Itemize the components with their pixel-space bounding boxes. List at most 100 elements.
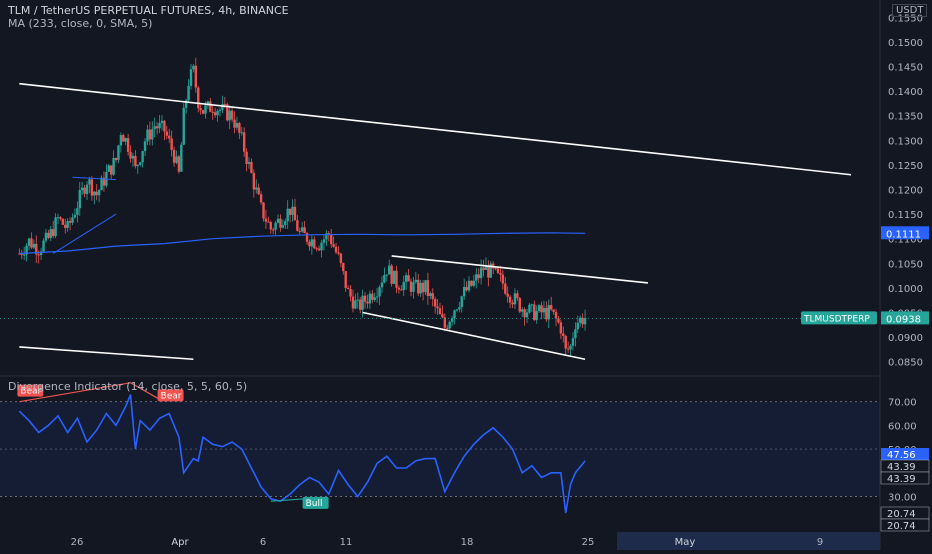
divergence-line xyxy=(19,382,131,403)
candle-body xyxy=(508,296,512,303)
candle-body xyxy=(25,245,28,255)
candle-body xyxy=(499,272,502,275)
candle-body xyxy=(506,293,509,297)
candle-body xyxy=(61,218,65,225)
trendline xyxy=(19,82,852,176)
candle-body xyxy=(284,221,287,226)
candle-body xyxy=(175,156,178,163)
last-price-tag xyxy=(881,311,929,325)
osc-value-label: 20.74 xyxy=(887,509,916,520)
candle-body xyxy=(400,289,403,291)
candle-body xyxy=(240,132,243,134)
candle-body xyxy=(545,307,548,320)
candle-body xyxy=(300,227,304,232)
candle-body xyxy=(78,190,81,209)
candle-body xyxy=(421,282,425,293)
osc-value-tag xyxy=(880,471,930,485)
time-axis-future-zone xyxy=(617,532,880,550)
divergence-line xyxy=(270,498,305,502)
candle-body xyxy=(363,295,367,302)
ma-line xyxy=(19,232,586,255)
candle-body xyxy=(245,151,248,164)
currency-badge[interactable]: USDT xyxy=(892,4,928,17)
candle-body xyxy=(489,263,492,278)
candle-body xyxy=(255,187,258,190)
candle-body xyxy=(197,87,200,109)
candle-body xyxy=(537,305,541,312)
candle-body xyxy=(155,126,159,129)
candle-body xyxy=(535,311,538,320)
candle-body xyxy=(528,304,531,313)
candle-body xyxy=(180,144,183,172)
price-tick-label: 0.1050 xyxy=(888,259,923,270)
candle-body xyxy=(131,155,135,159)
ma-value-tag xyxy=(881,226,929,240)
candle-body xyxy=(371,293,374,300)
candle-body xyxy=(247,161,251,164)
candle-body xyxy=(455,309,459,311)
candle-body xyxy=(250,161,253,173)
price-tick-label: 0.1400 xyxy=(888,87,923,98)
candle-body xyxy=(397,287,401,290)
candle-body xyxy=(346,287,350,289)
candle-body xyxy=(504,283,507,294)
candle-body xyxy=(477,274,480,279)
candle-body xyxy=(322,239,326,243)
candle-body xyxy=(470,280,473,286)
candle-body xyxy=(51,229,55,237)
ma-value-label: 0.1111 xyxy=(886,229,921,240)
price-tick-label: 0.1150 xyxy=(888,210,923,221)
osc-value-label: 43.39 xyxy=(887,462,916,473)
signal-badge-bull xyxy=(302,496,329,509)
candle-body xyxy=(433,299,437,307)
osc-value-tag xyxy=(880,518,930,532)
candle-body xyxy=(228,110,231,121)
price-tick-label: 0.1500 xyxy=(888,38,923,49)
candle-body xyxy=(496,268,500,273)
candle-body xyxy=(571,338,575,346)
candle-body xyxy=(158,123,161,129)
candle-body xyxy=(163,120,166,132)
candle-body xyxy=(453,310,456,319)
candle-body xyxy=(424,280,427,293)
candle-body xyxy=(530,304,534,306)
candle-body xyxy=(199,108,202,111)
candle-body xyxy=(407,275,410,282)
candle-body xyxy=(325,233,328,240)
candle-body xyxy=(238,123,241,133)
candle-body xyxy=(221,104,224,110)
time-tick-label: Apr xyxy=(171,537,189,548)
candle-body xyxy=(395,270,398,288)
price-tick-label: 0.1250 xyxy=(888,161,923,172)
osc-value-label: 20.74 xyxy=(887,521,916,532)
candle-body xyxy=(303,227,306,234)
osc-value-label: 47.56 xyxy=(887,450,916,461)
candle-body xyxy=(122,135,125,142)
candle-body xyxy=(450,318,454,322)
candle-body xyxy=(223,104,227,106)
candle-body xyxy=(279,218,282,228)
candle-body xyxy=(402,281,405,290)
candle-body xyxy=(209,101,212,112)
candle-body xyxy=(269,221,272,230)
candle-body xyxy=(68,221,72,223)
price-tick-label: 0.0900 xyxy=(888,333,923,344)
candle-body xyxy=(112,157,115,175)
candle-body xyxy=(320,242,323,251)
candle-body xyxy=(218,109,222,111)
candle-body xyxy=(380,282,384,288)
candle-body xyxy=(134,155,137,167)
time-tick-label: 25 xyxy=(582,537,595,548)
candle-body xyxy=(385,274,389,276)
candle-body xyxy=(291,206,294,215)
candle-body xyxy=(90,179,94,196)
candle-body xyxy=(56,217,60,219)
candle-body xyxy=(313,239,316,249)
candle-body xyxy=(330,234,333,245)
osc-tick-label: 70.00 xyxy=(888,398,917,409)
candle-body xyxy=(76,208,79,215)
candle-body xyxy=(361,295,364,310)
candle-body xyxy=(230,110,234,120)
candle-body xyxy=(184,100,188,108)
